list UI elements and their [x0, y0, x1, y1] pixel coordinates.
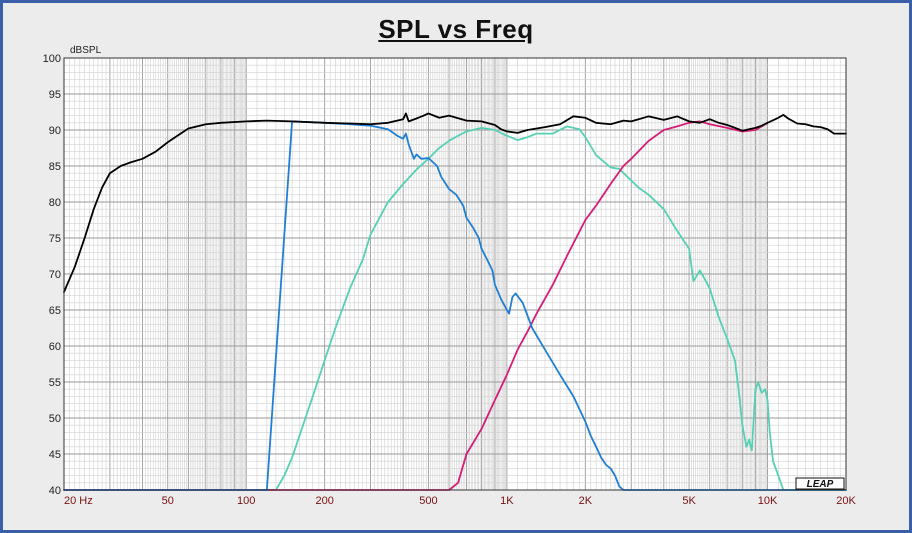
- y-tick-label: 45: [49, 449, 61, 461]
- y-tick-label: 75: [49, 233, 61, 245]
- series-group: [63, 112, 847, 491]
- series-line-2: [63, 125, 847, 491]
- y-tick-label: 70: [49, 269, 61, 281]
- y-tick-label: 65: [49, 305, 61, 317]
- x-tick-label: 100: [237, 495, 255, 507]
- y-tick-label: 85: [49, 161, 61, 173]
- series-line-0: [63, 112, 847, 293]
- y-tick-label: 60: [49, 341, 61, 353]
- chart-title: SPL vs Freq: [378, 14, 534, 44]
- y-tick-label: 90: [49, 125, 61, 137]
- x-tick-label: 5K: [682, 495, 696, 507]
- x-tick-label: 1K: [500, 495, 514, 507]
- x-tick-label: 10K: [758, 495, 778, 507]
- x-tick-label: 2K: [579, 495, 593, 507]
- x-tick-label: 200: [315, 495, 333, 507]
- x-tick-labels: 20 Hz 50 100 200 500 1K 2K 5K 10K 20K: [64, 495, 856, 507]
- x-tick-label: 50: [162, 495, 174, 507]
- plot-border: [63, 57, 847, 491]
- y-axis-label: dBSPL: [70, 45, 102, 56]
- series-line-1: [63, 120, 847, 491]
- y-tick-label: 50: [49, 413, 61, 425]
- y-tick-labels: 40 45 50 55 60 65 70 75 80 85 90 95 100: [43, 53, 61, 497]
- brand-box: [795, 477, 845, 490]
- y-tick-label: 100: [43, 53, 61, 65]
- x-tick-label: 20K: [836, 495, 856, 507]
- series-line-3: [63, 120, 769, 491]
- y-tick-label: 55: [49, 377, 61, 389]
- y-tick-label: 40: [49, 485, 61, 497]
- brand-logo: LEAP: [807, 479, 834, 490]
- y-tick-label: 80: [49, 197, 61, 209]
- x-tick-label: 500: [419, 495, 437, 507]
- x-tick-label: 20 Hz: [64, 495, 93, 507]
- grid: [63, 57, 847, 491]
- y-tick-label: 95: [49, 89, 61, 101]
